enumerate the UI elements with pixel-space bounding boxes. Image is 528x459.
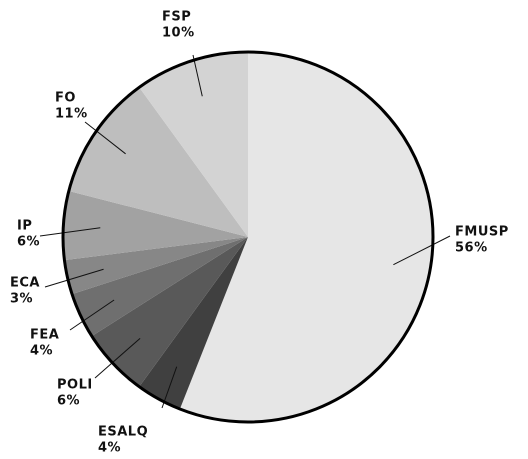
slice-value-label: 3% <box>10 292 33 307</box>
slice-value-label: 56% <box>455 241 488 256</box>
slice-value-label: 4% <box>30 344 53 359</box>
pie-slice <box>139 237 248 410</box>
pie-slice <box>62 190 248 261</box>
pie-slice <box>72 237 249 337</box>
pie-slice <box>68 87 248 238</box>
slice-value-label: 6% <box>57 394 80 409</box>
slice-value-label: 11% <box>55 107 88 122</box>
slice-label: ECA <box>10 276 40 291</box>
leader-line <box>192 54 203 97</box>
leader-line <box>69 299 115 331</box>
slice-label: ESALQ <box>98 425 148 440</box>
pie-slice <box>91 237 248 387</box>
slice-label: FO <box>55 91 76 106</box>
slice-label: FEA <box>30 328 59 343</box>
slice-label: POLI <box>57 378 93 393</box>
slice-label: FSP <box>162 10 191 25</box>
leader-line <box>84 121 126 155</box>
leader-line <box>393 235 451 266</box>
slice-value-label: 10% <box>162 26 195 41</box>
leader-line <box>44 268 104 288</box>
leader-line <box>39 227 101 237</box>
slice-value-label: 6% <box>17 235 40 250</box>
slice-label: FMUSP <box>455 225 509 240</box>
pie-slice <box>179 52 433 422</box>
pie-slice <box>64 237 249 295</box>
slice-value-label: 4% <box>98 441 121 456</box>
leader-line <box>94 337 141 379</box>
pie-slice <box>139 52 248 237</box>
pie-outline <box>61 50 435 424</box>
slice-label: IP <box>17 219 32 234</box>
